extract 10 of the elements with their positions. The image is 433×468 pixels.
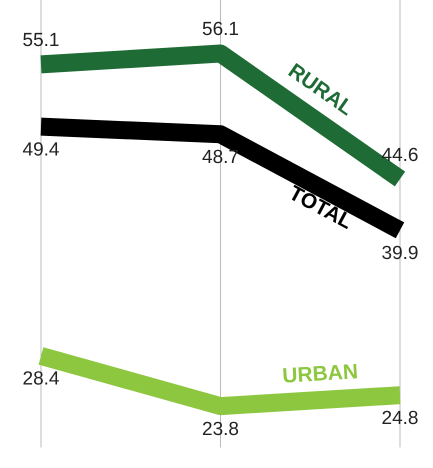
data-label: 55.1 (22, 30, 60, 52)
data-label: 56.1 (202, 19, 239, 40)
data-label: 48.7 (202, 147, 239, 168)
data-label: 39.9 (382, 243, 418, 264)
data-label: 28.4 (22, 368, 60, 390)
data-label: 49.4 (22, 139, 60, 160)
data-label: 24.8 (382, 408, 418, 429)
series-label: URBAN (282, 360, 359, 388)
data-label: 44.6 (382, 144, 418, 166)
data-label: 23.8 (202, 418, 239, 440)
